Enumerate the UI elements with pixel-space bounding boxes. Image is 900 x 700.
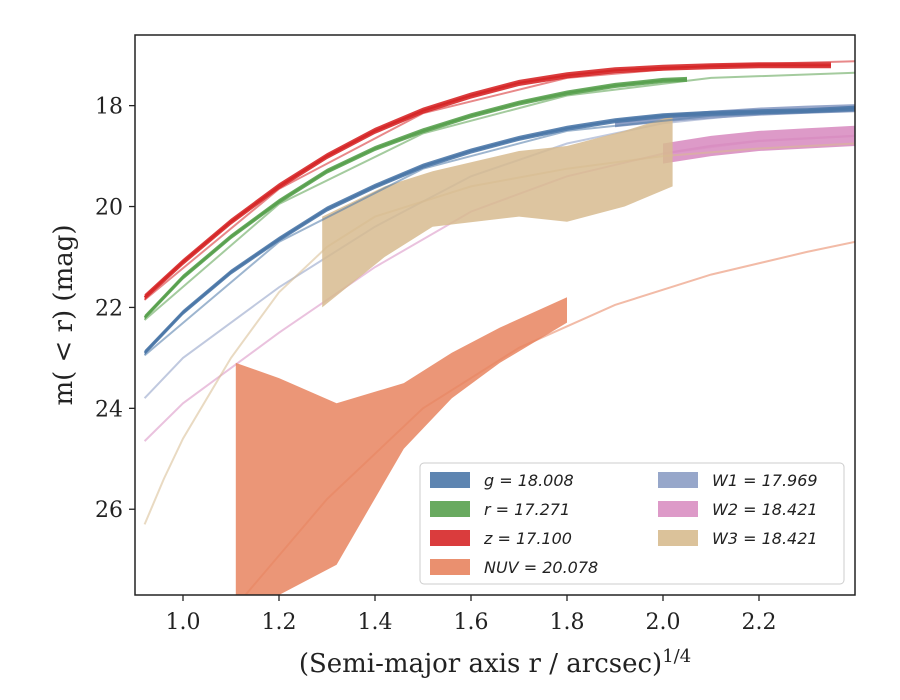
legend-label-w3: W3 = 18.421 <box>712 529 818 548</box>
x-tick-label: 2.2 <box>742 610 777 635</box>
profile-line-w2 <box>662 134 855 155</box>
y-tick-label: 24 <box>95 397 123 422</box>
y-tick-label: 20 <box>95 196 123 221</box>
profile-band-w2 <box>663 125 855 164</box>
x-tick-label: 1.0 <box>166 610 201 635</box>
legend-swatch-z <box>430 530 470 546</box>
y-axis-label: m( < r) (mag) <box>49 224 79 405</box>
y-tick-label: 26 <box>95 498 123 523</box>
legend: g = 18.008 r = 17.271 z = 17.100 NUV = 20.0… <box>419 462 845 585</box>
series-w3 <box>143 115 855 525</box>
profile-line-g <box>143 107 855 354</box>
uncertainty-band-nuv <box>235 297 568 595</box>
legend-swatch-g <box>430 472 470 488</box>
legend-box <box>419 462 845 585</box>
legend-swatch-w1 <box>658 472 698 488</box>
legend-label-w1: W1 = 17.969 <box>712 471 818 490</box>
legend-swatch-nuv <box>430 559 470 575</box>
x-tick-label: 2.0 <box>646 610 681 635</box>
legend-label-z: z = 17.100 <box>483 529 572 548</box>
series-r <box>143 71 855 321</box>
ticks-layer: 1.0 1.2 1.4 1.6 1.8 2.0 2.2 18 20 22 24 26 <box>95 95 777 635</box>
uncertainty-band-w3 <box>322 115 673 308</box>
plot-frame <box>134 34 856 596</box>
x-tick-label: 1.6 <box>454 610 489 635</box>
x-tick-label: 1.2 <box>262 610 297 635</box>
legend-label-nuv: NUV = 20.078 <box>484 558 598 577</box>
legend-label-g: g = 18.008 <box>484 471 574 490</box>
legend-swatch-r <box>430 501 470 517</box>
y-tick-label: 22 <box>95 296 123 321</box>
series-z <box>143 60 855 301</box>
x-axis-label: (Semi-major axis r / arcsec)1/4 <box>299 646 691 679</box>
legend-label-w2: W2 = 18.421 <box>712 500 818 519</box>
profile-line-z <box>143 64 831 299</box>
series-layer <box>143 60 855 595</box>
y-tick-label: 18 <box>95 95 123 120</box>
profile-line-r <box>143 78 688 319</box>
series-nuv <box>235 240 855 595</box>
legend-label-r: r = 17.271 <box>484 500 570 519</box>
x-axis-label-exponent: 1/4 <box>662 646 691 667</box>
legend-swatch-w3 <box>658 530 698 546</box>
x-tick-label: 1.4 <box>358 610 393 635</box>
series-g <box>143 105 855 357</box>
legend-swatch-w2 <box>658 501 698 517</box>
x-tick-label: 1.8 <box>550 610 585 635</box>
model-curve-r <box>143 71 855 321</box>
